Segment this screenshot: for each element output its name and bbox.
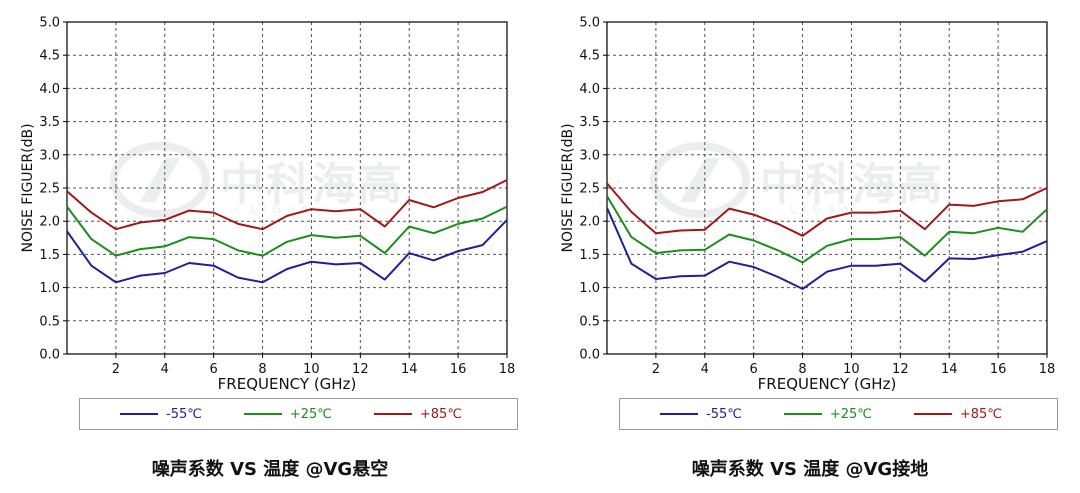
y-tick-label: 4.0 — [39, 82, 60, 97]
noise-figure-chart-right: 0.0 0.5 1.0 1.5 2.0 2.5 3.0 3.5 4.0 4.5 5.0 2 4 6 8 10 1… — [560, 16, 1056, 394]
x-tick-label: 8 — [258, 362, 266, 377]
y-tick-label: 3.5 — [579, 115, 600, 130]
watermark-logo-icon — [110, 142, 210, 218]
series-line — [66, 219, 508, 284]
chart-panel-left: 中科海高 LiGao 0.0 0.5 1.0 1.5 2.0 2.5 3.0 3.5 4.0 4.… — [20, 16, 518, 480]
watermark-logo-icon — [650, 142, 750, 218]
y-tick-label: 3.0 — [579, 148, 600, 163]
chart-legend: -55℃ +25℃ +85℃ — [619, 398, 1058, 430]
y-tick-label: 5.0 — [39, 16, 60, 31]
chart-panel-right: 中科海高 LiGao 0.0 0.5 1.0 1.5 2.0 2.5 3.0 3.5 4.0 4.… — [540, 0, 1080, 493]
x-tick-label: 2 — [112, 362, 120, 377]
chart-caption: 噪声系数 VS 温度 @VG悬空 — [151, 459, 389, 480]
legend-label: -55℃ — [706, 406, 742, 422]
y-axis-label: NOISE FIGUER(dB) — [20, 123, 36, 252]
y-tick-label: 0.0 — [39, 348, 60, 363]
legend-swatch — [660, 413, 698, 415]
legend-swatch — [373, 413, 412, 415]
y-tick-label: 4.0 — [579, 82, 600, 97]
y-tick-label: 4.5 — [579, 49, 600, 64]
legend-label: +25℃ — [289, 406, 332, 422]
legend-label: +85℃ — [959, 406, 1002, 422]
watermark-subtext: LiGao — [250, 202, 315, 216]
series-line — [606, 207, 1048, 290]
x-tick-label: 16 — [990, 362, 1007, 377]
legend-item-mid: +25℃ — [783, 406, 872, 422]
y-tick-label: 2.5 — [579, 182, 600, 197]
y-tick-label: 3.0 — [39, 148, 60, 163]
x-tick-label: 18 — [1039, 362, 1056, 377]
legend-item-high: +85℃ — [373, 406, 462, 422]
legend-label: +25℃ — [829, 406, 872, 422]
legend-label: -55℃ — [166, 406, 202, 422]
x-tick-label: 14 — [401, 362, 418, 377]
y-tick-label: 3.5 — [39, 115, 60, 130]
chart-legend: -55℃ +25℃ +85℃ — [79, 398, 518, 430]
y-tick-label: 2.0 — [579, 215, 600, 230]
x-tick-label: 10 — [843, 362, 860, 377]
x-tick-label: 18 — [499, 362, 516, 377]
x-tick-label: 6 — [210, 362, 218, 377]
legend-swatch — [913, 413, 952, 415]
noise-figure-chart-left: 0.0 0.5 1.0 1.5 2.0 2.5 3.0 3.5 4.0 4.5 5.0 2 4 6 8 10 1… — [20, 16, 516, 394]
y-tick-label: 1.5 — [579, 248, 600, 263]
y-tick-label: 2.5 — [39, 182, 60, 197]
legend-item-low: -55℃ — [120, 407, 202, 422]
x-axis-label: FREQUENCY (GHz) — [218, 375, 357, 393]
watermark-subtext: LiGao — [790, 202, 855, 216]
x-tick-label: 4 — [161, 362, 169, 377]
y-tick-label: 2.0 — [39, 215, 60, 230]
x-axis-label: FREQUENCY (GHz) — [758, 375, 897, 393]
series-line — [606, 195, 1048, 264]
x-tick-label: 12 — [352, 362, 369, 377]
y-tick-label: 1.5 — [39, 248, 60, 263]
x-tick-label: 14 — [941, 362, 958, 377]
x-tick-label: 12 — [892, 362, 909, 377]
series-line — [606, 182, 1048, 237]
y-axis-label: NOISE FIGUER(dB) — [560, 123, 576, 252]
legend-item-low: -55℃ — [660, 407, 742, 422]
legend-swatch — [243, 413, 282, 415]
y-tick-label: 4.5 — [39, 49, 60, 64]
y-tick-label: 1.0 — [39, 281, 60, 296]
series-line — [66, 205, 508, 257]
legend-swatch — [783, 413, 822, 415]
series-line — [66, 179, 508, 231]
y-tick-label: 0.0 — [579, 348, 600, 363]
legend-swatch — [120, 413, 158, 415]
y-tick-label: 0.5 — [579, 314, 600, 329]
chart-caption: 噪声系数 VS 温度 @VG接地 — [691, 459, 929, 480]
y-tick-label: 5.0 — [579, 16, 600, 31]
x-tick-label: 8 — [798, 362, 806, 377]
y-tick-label: 0.5 — [39, 314, 60, 329]
x-tick-label: 6 — [750, 362, 758, 377]
legend-label: +85℃ — [419, 406, 462, 422]
x-tick-label: 2 — [652, 362, 660, 377]
x-tick-label: 10 — [303, 362, 320, 377]
x-tick-label: 16 — [450, 362, 467, 377]
x-tick-label: 4 — [701, 362, 709, 377]
legend-item-high: +85℃ — [913, 406, 1002, 422]
legend-item-mid: +25℃ — [243, 406, 332, 422]
y-tick-label: 1.0 — [579, 281, 600, 296]
